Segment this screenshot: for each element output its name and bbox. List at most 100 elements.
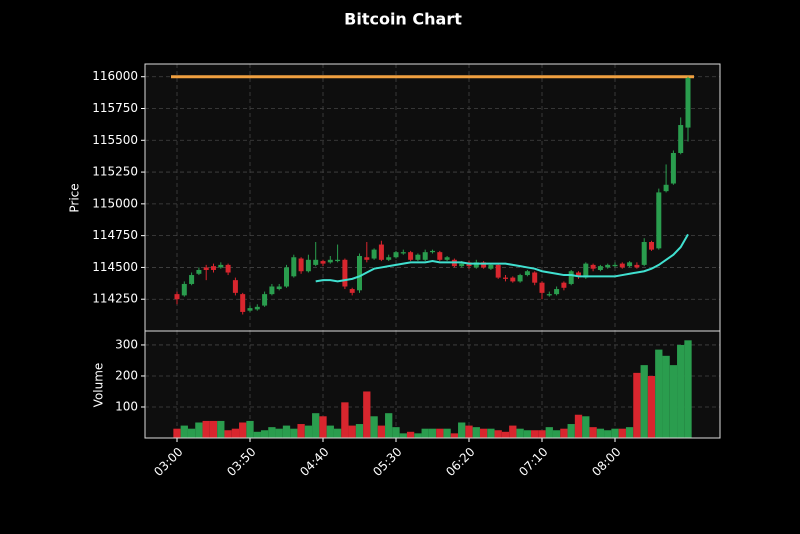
candle-body	[174, 294, 180, 300]
volume-bar	[501, 431, 510, 438]
volume-bar	[552, 430, 561, 438]
y-tick-label: 115750	[92, 101, 138, 115]
volume-bar	[538, 430, 546, 438]
candle-body	[590, 264, 596, 269]
volume-bar	[516, 428, 524, 438]
volume-bar	[414, 433, 422, 438]
y-tick-label: 114250	[92, 292, 138, 306]
candle-body	[488, 264, 494, 269]
candle-body	[262, 294, 268, 306]
volume-bar	[326, 425, 334, 438]
candle-body	[649, 242, 654, 250]
volume-tick-label: 200	[115, 368, 138, 382]
volume-bar	[662, 355, 670, 438]
volume-bar	[363, 391, 371, 438]
candle-body	[678, 125, 684, 153]
volume-bar	[312, 413, 320, 438]
candle-body	[670, 153, 676, 184]
candle-body	[422, 252, 428, 260]
candle-body	[576, 272, 581, 277]
volume-bar	[487, 428, 495, 438]
candle-body	[532, 272, 538, 283]
volume-bar	[589, 427, 597, 438]
candle-body	[269, 286, 275, 295]
candle-body	[473, 262, 479, 268]
candle-body	[327, 259, 333, 263]
candle-body	[218, 264, 224, 268]
candle-body	[320, 261, 326, 264]
candle-body	[524, 271, 530, 276]
volume-bar	[370, 416, 378, 438]
volume-bar	[348, 425, 356, 438]
volume-tick-label: 300	[115, 337, 138, 351]
candle-body	[203, 267, 209, 270]
volume-bar	[625, 427, 634, 438]
candle-body	[568, 271, 574, 284]
volume-bar	[282, 425, 291, 438]
volume-bar	[450, 433, 459, 438]
candle-body	[335, 259, 341, 262]
volume-bar	[479, 428, 488, 438]
volume-bar	[574, 414, 583, 438]
volume-bar	[377, 425, 386, 438]
volume-bar	[560, 428, 568, 438]
volume-bar	[392, 427, 400, 438]
volume-bar	[187, 428, 196, 438]
volume-bar	[465, 425, 473, 438]
candle-body	[415, 254, 421, 260]
volume-bar	[319, 416, 327, 438]
candle-body	[378, 244, 384, 260]
candle-body	[254, 306, 260, 310]
y-axis-label: Price	[68, 183, 82, 212]
volume-bar	[173, 428, 181, 438]
volume-bar	[304, 425, 313, 438]
volume-bar	[202, 420, 210, 438]
candle-body	[685, 77, 691, 128]
volume-bar	[567, 424, 575, 438]
y-tick-label: 114750	[92, 228, 138, 242]
volume-bar	[523, 430, 532, 438]
volume-bar	[297, 424, 305, 438]
volume-bar	[669, 365, 678, 438]
volume-bar	[195, 422, 203, 438]
candle-body	[437, 252, 443, 260]
volume-frame	[144, 330, 721, 439]
candle-body	[247, 308, 253, 311]
volume-bar	[341, 402, 349, 438]
candle-body	[656, 192, 662, 249]
volume-bar	[604, 430, 612, 438]
moving-average	[315, 233, 689, 283]
volume-bar	[684, 340, 692, 438]
volume-bar	[647, 375, 656, 438]
candle-body	[605, 264, 611, 268]
volume-bar	[268, 427, 276, 438]
candle-body	[225, 264, 231, 273]
candle-body	[546, 294, 552, 296]
candle-body	[627, 262, 633, 267]
volume-axis-label: Volume	[92, 363, 106, 408]
volume-bar	[421, 428, 429, 438]
volume-bar	[217, 420, 225, 438]
candle-body	[211, 266, 216, 270]
y-tick-label: 115250	[92, 165, 138, 179]
candle-body	[619, 263, 625, 268]
candle-body	[342, 259, 348, 287]
volume-bar	[224, 430, 232, 438]
volume-bar	[596, 428, 605, 438]
candle-body	[503, 277, 508, 279]
candle-body	[349, 289, 355, 293]
candle-body	[357, 255, 362, 291]
candle-body	[276, 286, 282, 290]
volume-bar	[333, 428, 342, 438]
candle-body	[284, 267, 289, 287]
volume-bar	[436, 428, 444, 438]
candle-body	[430, 250, 435, 253]
candle-body	[495, 264, 501, 278]
volume-bar	[677, 344, 685, 438]
volume-bar	[655, 349, 663, 438]
candle-body	[371, 249, 377, 259]
volume-bar	[428, 428, 437, 438]
volume-bar	[458, 422, 466, 438]
candle-body	[459, 263, 465, 267]
candle-body	[663, 184, 669, 192]
